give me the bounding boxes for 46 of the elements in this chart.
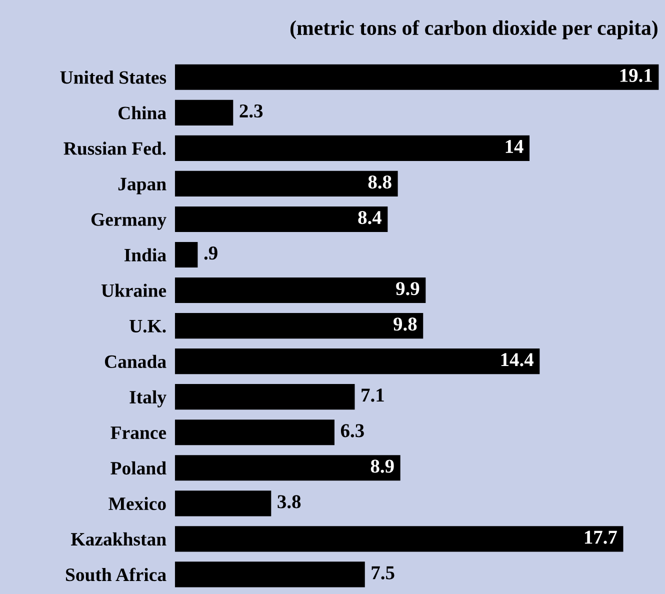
bar — [174, 170, 398, 196]
bar — [174, 526, 624, 552]
y-tick-label: Italy — [130, 390, 166, 408]
data-label: .9 — [204, 246, 218, 260]
data-label: 14 — [506, 140, 524, 153]
y-tick-label: U.K. — [130, 320, 166, 333]
bar — [174, 562, 365, 588]
y-tick-label: Kazakhstan — [71, 532, 166, 546]
bar — [174, 348, 540, 374]
y-tick-label: India — [124, 248, 166, 262]
bar — [174, 277, 426, 304]
y-tick-label: Japan — [118, 178, 166, 194]
data-label: 9.8 — [394, 318, 417, 331]
data-label: 8.4 — [358, 210, 382, 224]
bar — [174, 100, 234, 126]
bar — [174, 64, 659, 90]
y-tick-label: South Africa — [66, 568, 166, 582]
data-label: 9.9 — [396, 282, 420, 296]
bar — [174, 242, 198, 268]
data-label: 2.3 — [240, 104, 263, 118]
y-tick-label: China — [118, 106, 166, 120]
data-label: 8.9 — [370, 460, 394, 473]
y-tick-label: Germany — [91, 213, 166, 230]
data-label: 7.1 — [362, 388, 384, 402]
y-tick-label: France — [110, 426, 166, 440]
chart-title: (metric tons of carbon dioxide per capita) — [290, 20, 658, 40]
bar — [174, 206, 388, 232]
bar — [174, 384, 355, 410]
bar — [174, 313, 424, 339]
y-tick-label: Ukraine — [101, 284, 166, 297]
data-label: 8.8 — [368, 175, 392, 189]
y-tick-label: Russian Fed. — [64, 142, 166, 155]
bar — [174, 420, 334, 446]
data-label: 7.5 — [372, 566, 394, 580]
data-label: 14.4 — [501, 353, 534, 366]
y-tick-label: United States — [60, 70, 166, 84]
data-label: 3.8 — [278, 495, 301, 508]
data-label: 17.7 — [584, 530, 617, 544]
bar — [174, 490, 272, 516]
y-tick-label: Mexico — [108, 496, 166, 510]
y-tick-label: Canada — [104, 354, 166, 368]
bar — [174, 455, 400, 481]
bar — [174, 135, 530, 161]
data-label: 6.3 — [340, 424, 364, 438]
data-label: 19.1 — [620, 68, 652, 82]
y-tick-label: Poland — [110, 461, 166, 475]
